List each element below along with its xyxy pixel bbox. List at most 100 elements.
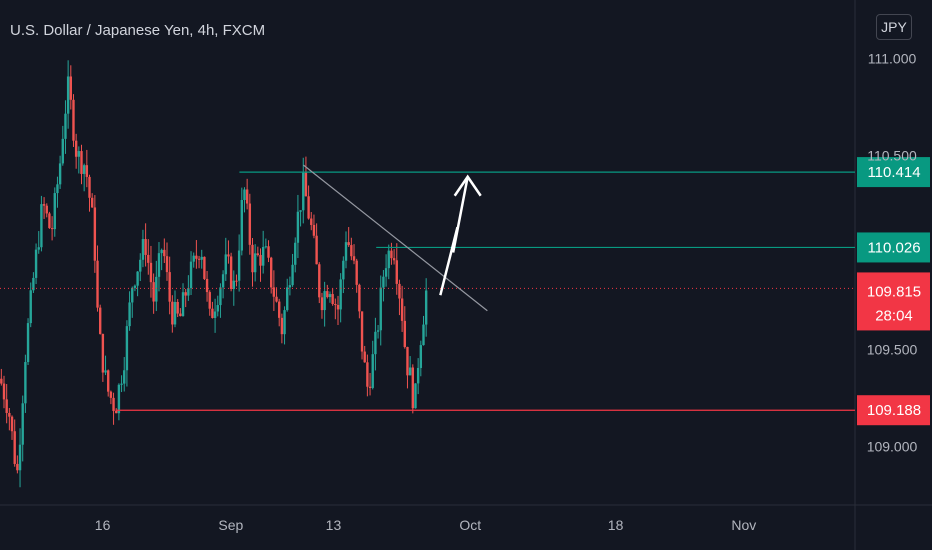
candle-body	[45, 205, 48, 214]
candle	[58, 155, 62, 189]
candle-body	[37, 247, 40, 250]
x-tick-label: Oct	[459, 517, 481, 533]
candle	[414, 383, 417, 409]
candle-body	[74, 140, 78, 157]
candle-body	[288, 285, 292, 288]
candle	[171, 295, 174, 333]
candle-body	[176, 301, 179, 314]
candle	[66, 60, 70, 129]
candle	[42, 197, 46, 219]
candle-body	[414, 383, 417, 409]
candle	[141, 229, 145, 268]
chart-title: U.S. Dollar / Japanese Yen, 4h, FXCM	[10, 22, 266, 39]
candle	[363, 345, 366, 363]
candle	[5, 384, 8, 424]
candle-body	[360, 311, 364, 352]
candle	[411, 364, 415, 414]
candle-body	[173, 301, 177, 325]
candle-body	[163, 249, 166, 257]
candle	[104, 355, 107, 376]
candle	[235, 274, 238, 287]
candle-body	[157, 253, 161, 277]
candle-body	[259, 254, 262, 266]
candle	[149, 245, 153, 298]
candle-body	[77, 151, 81, 157]
candle-body	[144, 239, 147, 255]
candle-body	[117, 384, 121, 414]
candle	[291, 253, 294, 287]
candle-body	[90, 197, 94, 208]
candle	[211, 301, 214, 319]
candle	[424, 278, 428, 337]
candle	[328, 291, 332, 303]
candle	[48, 211, 51, 229]
candle	[155, 260, 158, 312]
candle-body	[275, 296, 278, 302]
projection-arrow-head	[453, 174, 482, 197]
candle	[90, 193, 94, 208]
candle-body	[299, 210, 302, 212]
candle-body	[101, 333, 105, 373]
candle	[160, 248, 163, 271]
candle	[280, 313, 284, 344]
candle	[123, 357, 126, 392]
candle	[205, 270, 209, 302]
currency-button[interactable]: JPY	[876, 14, 912, 40]
candle-body	[168, 272, 171, 302]
candle-body	[171, 301, 174, 325]
candle	[272, 270, 276, 311]
candle-body	[219, 287, 222, 306]
candle	[347, 227, 350, 247]
candle-body	[32, 277, 35, 291]
bar-countdown-label: 28:04	[875, 307, 913, 324]
candle	[336, 295, 340, 325]
candle-body	[147, 254, 150, 263]
candle-body	[61, 138, 64, 164]
candle	[18, 428, 22, 488]
candle-body	[53, 193, 56, 230]
candle-body	[66, 76, 70, 114]
candle-body	[221, 274, 225, 288]
candle	[390, 242, 393, 265]
candle-body	[115, 410, 118, 414]
candle	[181, 283, 185, 317]
candle	[224, 237, 227, 281]
candle	[195, 240, 198, 269]
candle-body	[416, 367, 420, 384]
candle-body	[72, 99, 75, 141]
candle	[243, 187, 246, 213]
candle-body	[422, 324, 425, 346]
candle	[168, 256, 171, 315]
candle	[419, 340, 423, 377]
candle	[69, 65, 73, 110]
candle-body	[379, 287, 382, 331]
candle-body	[261, 247, 265, 266]
level-label-box	[857, 157, 930, 188]
candle-body	[141, 239, 145, 260]
candle	[45, 203, 48, 218]
candle	[82, 163, 86, 192]
candle-body	[326, 291, 329, 298]
candle-body	[312, 224, 316, 236]
candle-body	[8, 412, 11, 417]
candle-body	[109, 391, 113, 398]
candle-body	[296, 211, 300, 243]
candle	[416, 358, 420, 395]
candle-body	[366, 362, 369, 387]
candle-body	[181, 292, 185, 317]
candle	[173, 290, 177, 328]
candle-body	[323, 291, 326, 311]
candle	[384, 254, 388, 287]
candle	[189, 251, 193, 296]
candle-body	[165, 256, 169, 273]
candle	[395, 243, 398, 295]
candle	[221, 270, 225, 299]
candle-body	[10, 416, 14, 432]
candle	[147, 239, 150, 275]
candle-body	[302, 172, 305, 211]
candle	[128, 291, 131, 331]
candle	[406, 346, 409, 389]
candles-group	[0, 60, 428, 488]
